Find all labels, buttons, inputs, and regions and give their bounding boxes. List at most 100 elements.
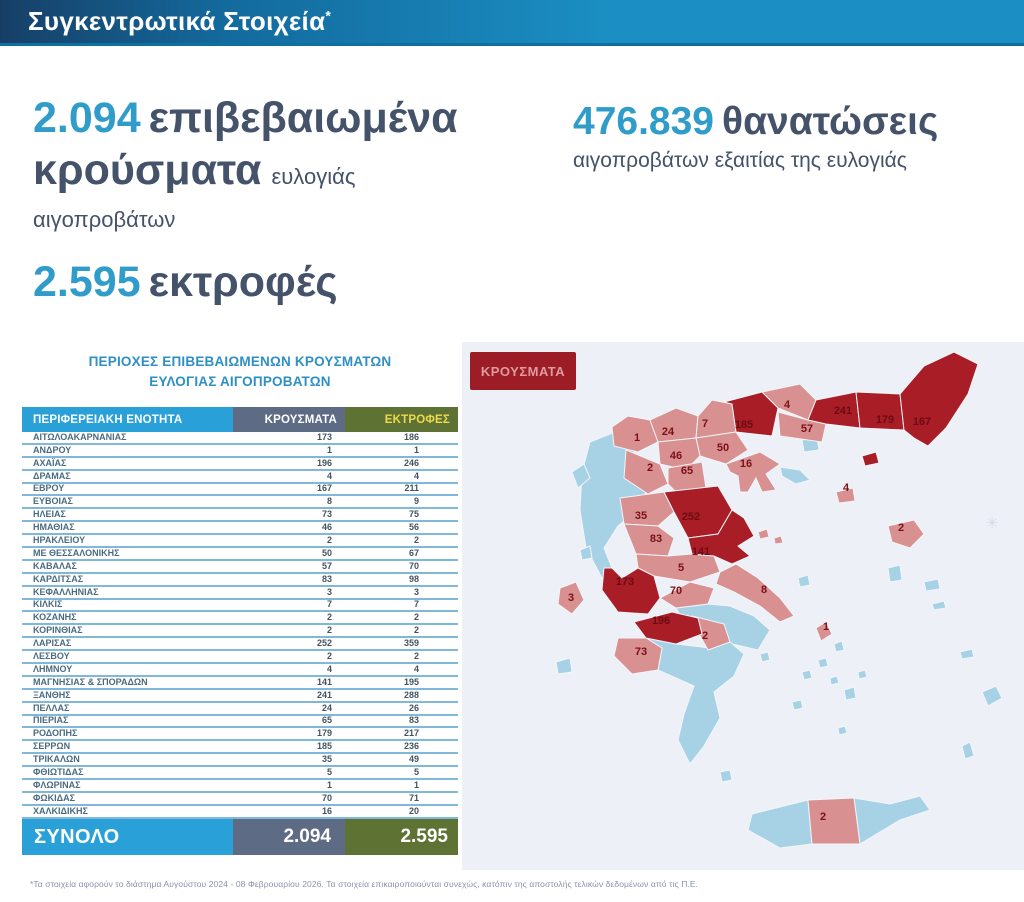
- map-case-count: 196: [652, 615, 670, 627]
- map-case-count: 35: [635, 510, 647, 522]
- cell-cases-value: 173: [316, 432, 332, 442]
- map-case-count: 2: [702, 630, 708, 642]
- cell-cases-value: 24: [321, 702, 332, 713]
- stat-cases-line2: κρούσματα ευλογιάς: [33, 144, 553, 203]
- map-case-count: 1: [823, 621, 829, 633]
- cell-farms-value: 71: [408, 792, 419, 803]
- cell-farms-value: 4: [413, 470, 419, 481]
- stat-cullings: 476.839 θανατώσεις αιγοπροβάτων εξαιτίας …: [573, 98, 1013, 176]
- cell-cases-value: 8: [326, 496, 332, 507]
- cell-cases-value: 2: [326, 651, 332, 662]
- map-region: [931, 600, 947, 611]
- map-case-count: 46: [670, 450, 682, 462]
- map-region: [623, 523, 675, 557]
- cell-farms-value: 5: [413, 767, 419, 778]
- cell-farms-value: 7: [413, 599, 419, 610]
- cell-farms-value: 1: [413, 779, 419, 790]
- map-region: [747, 799, 813, 849]
- table-total-row: ΣΥΝΟΛΟ 2.094 2.595: [22, 819, 458, 855]
- cell-farms-value: 70: [408, 560, 419, 571]
- cell-region-name: ΛΕΣΒΟΥ: [33, 651, 70, 662]
- cell-farms-value: 186: [403, 432, 419, 442]
- cell-farms-value: 98: [408, 573, 419, 584]
- map-region: [757, 528, 770, 540]
- table-row: ΑΧΑΪΑΣ 196 246: [22, 458, 458, 471]
- map-region: [555, 657, 573, 675]
- cell-cases-value: 1: [326, 779, 332, 790]
- table-row: ΗΡΑΚΛΕΙΟΥ 2 2: [22, 535, 458, 549]
- map-region: [779, 466, 811, 485]
- table-title: ΠΕΡΙΟΧΕΣ ΕΠΙΒΕΒΑΙΩΜΕΝΩΝ ΚΡΟΥΣΜΑΤΩΝ ΕΥΛΟΓ…: [22, 352, 458, 394]
- cell-cases-value: 70: [321, 792, 332, 803]
- cell-region-name: ΤΡΙΚΑΛΩΝ: [33, 754, 80, 765]
- cell-cases-value: 65: [321, 715, 332, 726]
- page-title: Συγκεντρωτικά Στοιχεία*: [28, 6, 332, 36]
- map-case-count: 8: [761, 584, 767, 596]
- column-header-region: ΠΕΡΙΦΕΡΕΙΑΚΗ ΕΝΟΤΗΤΑ: [22, 407, 233, 432]
- cell-region-name: ΑΝΔΡΟΥ: [33, 444, 72, 455]
- farms-label: εκτροφές: [148, 258, 338, 306]
- footnote-asterisk: *: [325, 7, 332, 24]
- table-title-line1: ΠΕΡΙΟΧΕΣ ΕΠΙΒΕΒΑΙΩΜΕΝΩΝ ΚΡΟΥΣΜΑΤΩΝ: [88, 354, 392, 369]
- map-region: [791, 699, 804, 711]
- cell-farms-value: 4: [413, 663, 419, 674]
- table-row: ΕΥΒΟΙΑΣ 8 9: [22, 496, 458, 510]
- map-region: [557, 581, 585, 615]
- map-region: [817, 657, 829, 669]
- cell-farms-value: 236: [403, 741, 419, 752]
- table-title-line2: ΕΥΛΟΓΙΑΣ ΑΙΓΟΠΡΟΒΑΤΩΝ: [149, 374, 331, 389]
- map-region: [959, 648, 975, 660]
- map-case-count: 241: [834, 405, 852, 417]
- map-region: [835, 487, 856, 504]
- map-region: [837, 725, 848, 736]
- cell-cases-value: 5: [326, 767, 332, 778]
- table-row: ΗΛΕΙΑΣ 73 75: [22, 509, 458, 523]
- table-row: ΠΕΛΛΑΣ 24 26: [22, 703, 458, 716]
- cell-region-name: ΕΒΡΟΥ: [33, 483, 65, 494]
- map-case-count: 24: [662, 426, 675, 438]
- map-region: [801, 669, 813, 681]
- cell-region-name: ΜΑΓΝΗΣΙΑΣ & ΣΠΟΡΑΔΩΝ: [33, 676, 148, 687]
- cell-farms-value: 3: [413, 586, 419, 597]
- map-case-count: 185: [735, 419, 753, 431]
- map-case-count: 50: [717, 442, 729, 454]
- map-region: [899, 351, 979, 447]
- map-region: [719, 769, 733, 783]
- stat-confirmed-cases: 2.094 επιβεβαιωμένα κρούσματα ευλογιάς αιγ…: [33, 92, 553, 237]
- cell-farms-value: 211: [404, 483, 419, 494]
- farms-value: 2.595: [33, 258, 141, 306]
- map-case-count: 173: [616, 576, 634, 588]
- cell-cases-value: 3: [326, 586, 332, 597]
- legend-box: [470, 352, 576, 390]
- greece-map-regions: [555, 351, 1003, 849]
- table-row: ΠΙΕΡΙΑΣ 65 83: [22, 715, 458, 729]
- total-cases: 2.094: [233, 819, 345, 855]
- cell-farms-value: 26: [408, 702, 419, 713]
- map-region: [981, 685, 1003, 707]
- table-row: ΚΟΡΙΝΘΙΑΣ 2 2: [22, 625, 458, 639]
- map-case-count: 2: [647, 462, 653, 474]
- cases-label-word1: επιβεβαιωμένα: [148, 94, 458, 142]
- cell-region-name: ΑΙΤΩΛΟΑΚΑΡΝΑΝΙΑΣ: [33, 432, 127, 442]
- cell-cases-value: 2: [326, 535, 332, 546]
- cell-farms-value: 359: [403, 638, 419, 649]
- map-case-count: 16: [740, 458, 752, 470]
- table-row: ΜΑΓΝΗΣΙΑΣ & ΣΠΟΡΑΔΩΝ 141 195: [22, 677, 458, 690]
- cell-cases-value: 73: [321, 509, 332, 520]
- map-case-count: 3: [568, 592, 574, 604]
- table-body: ΑΙΤΩΛΟΑΚΑΡΝΑΝΙΑΣ 173 186 ΑΝΔΡΟΥ 1 1 ΑΧΑΪΑΣ 196 2…: [22, 432, 458, 819]
- table-row: ΞΑΝΘΗΣ 241 288: [22, 690, 458, 703]
- cases-sublabel-word1: ευλογιάς: [271, 164, 356, 189]
- cell-cases-value: 252: [316, 638, 332, 649]
- column-header-cases: ΚΡΟΥΣΜΑΤΑ: [233, 407, 345, 432]
- cell-farms-value: 2: [413, 535, 419, 546]
- map-region: [815, 621, 833, 642]
- map-region: [659, 581, 715, 609]
- cell-region-name: ΚΟΡΙΝΘΙΑΣ: [33, 625, 83, 636]
- cell-cases-value: 4: [326, 470, 332, 481]
- cell-cases-value: 57: [321, 560, 332, 571]
- map-region: [687, 509, 755, 565]
- cell-farms-value: 2: [413, 625, 419, 636]
- map-case-count: 1: [634, 432, 640, 444]
- cell-cases-value: 167: [316, 483, 332, 494]
